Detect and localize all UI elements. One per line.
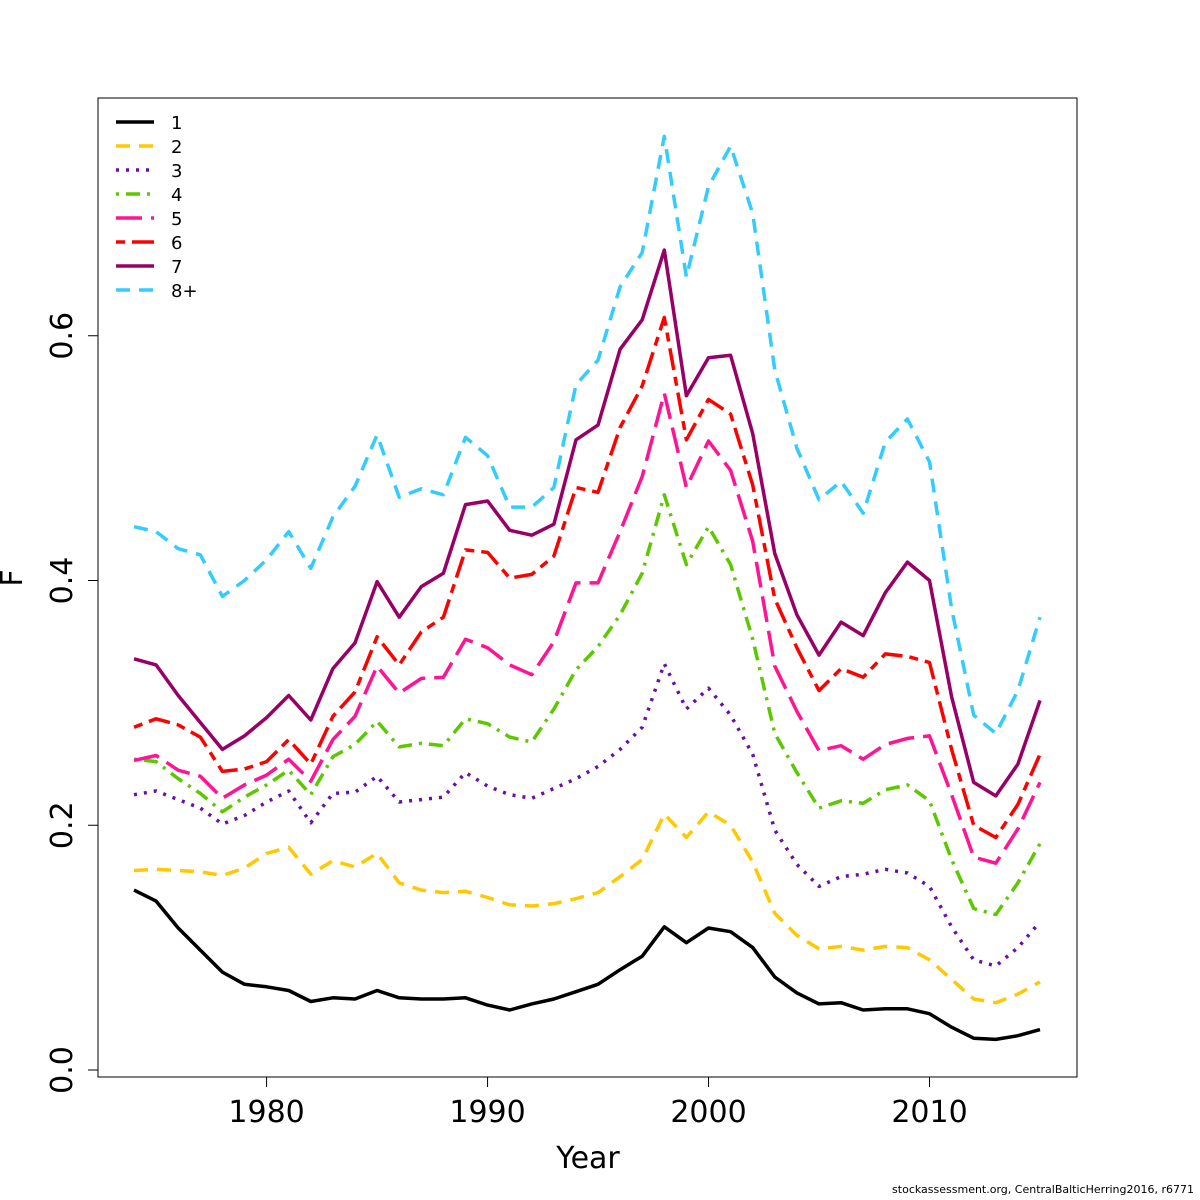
legend-item: 6 — [116, 233, 182, 254]
series-line-3 — [133, 661, 1042, 968]
legend-label: 1 — [171, 113, 182, 134]
legend-label: 6 — [171, 233, 182, 254]
legend-label: 8+ — [171, 281, 198, 302]
x-tick-label: 2010 — [891, 1095, 967, 1130]
y-tick-label: 0.0 — [45, 1046, 80, 1094]
legend-label: 7 — [171, 257, 182, 278]
series-line-2 — [133, 810, 1041, 1005]
legend: 1 2 3 4 5 6 7 8+ — [116, 113, 198, 302]
legend-item: 4 — [116, 185, 182, 206]
series-line-4 — [133, 493, 1042, 917]
legend-item: 1 — [116, 113, 182, 134]
legend-item: 2 — [116, 137, 182, 158]
series-layer — [133, 134, 1042, 1042]
axes-layer: 1980 1990 2000 2010 0.0 0.2 0.4 0.6 — [45, 312, 968, 1130]
y-tick-label: 0.2 — [45, 801, 80, 849]
legend-label: 5 — [171, 209, 182, 230]
x-tick-label: 1980 — [228, 1095, 304, 1130]
series-line-8plus — [133, 134, 1042, 736]
legend-item: 8+ — [116, 281, 198, 302]
x-axis-title: Year — [555, 1141, 620, 1176]
legend-item: 5 — [116, 209, 182, 230]
series-line-1 — [133, 888, 1041, 1042]
y-axis-title: F — [0, 569, 30, 586]
legend-label: 2 — [171, 137, 182, 158]
series-line-6 — [133, 315, 1042, 840]
y-tick-label: 0.4 — [45, 557, 80, 605]
y-tick-label: 0.6 — [45, 312, 80, 360]
legend-label: 3 — [171, 161, 182, 182]
series-line-5 — [133, 391, 1042, 865]
footer-credit: stockassessment.org, CentralBalticHerrin… — [892, 1183, 1194, 1196]
legend-item: 3 — [116, 161, 182, 182]
legend-item: 7 — [116, 257, 182, 278]
x-tick-label: 2000 — [670, 1095, 746, 1130]
x-tick-label: 1990 — [449, 1095, 525, 1130]
legend-label: 4 — [171, 185, 182, 206]
series-line-7 — [133, 248, 1042, 798]
